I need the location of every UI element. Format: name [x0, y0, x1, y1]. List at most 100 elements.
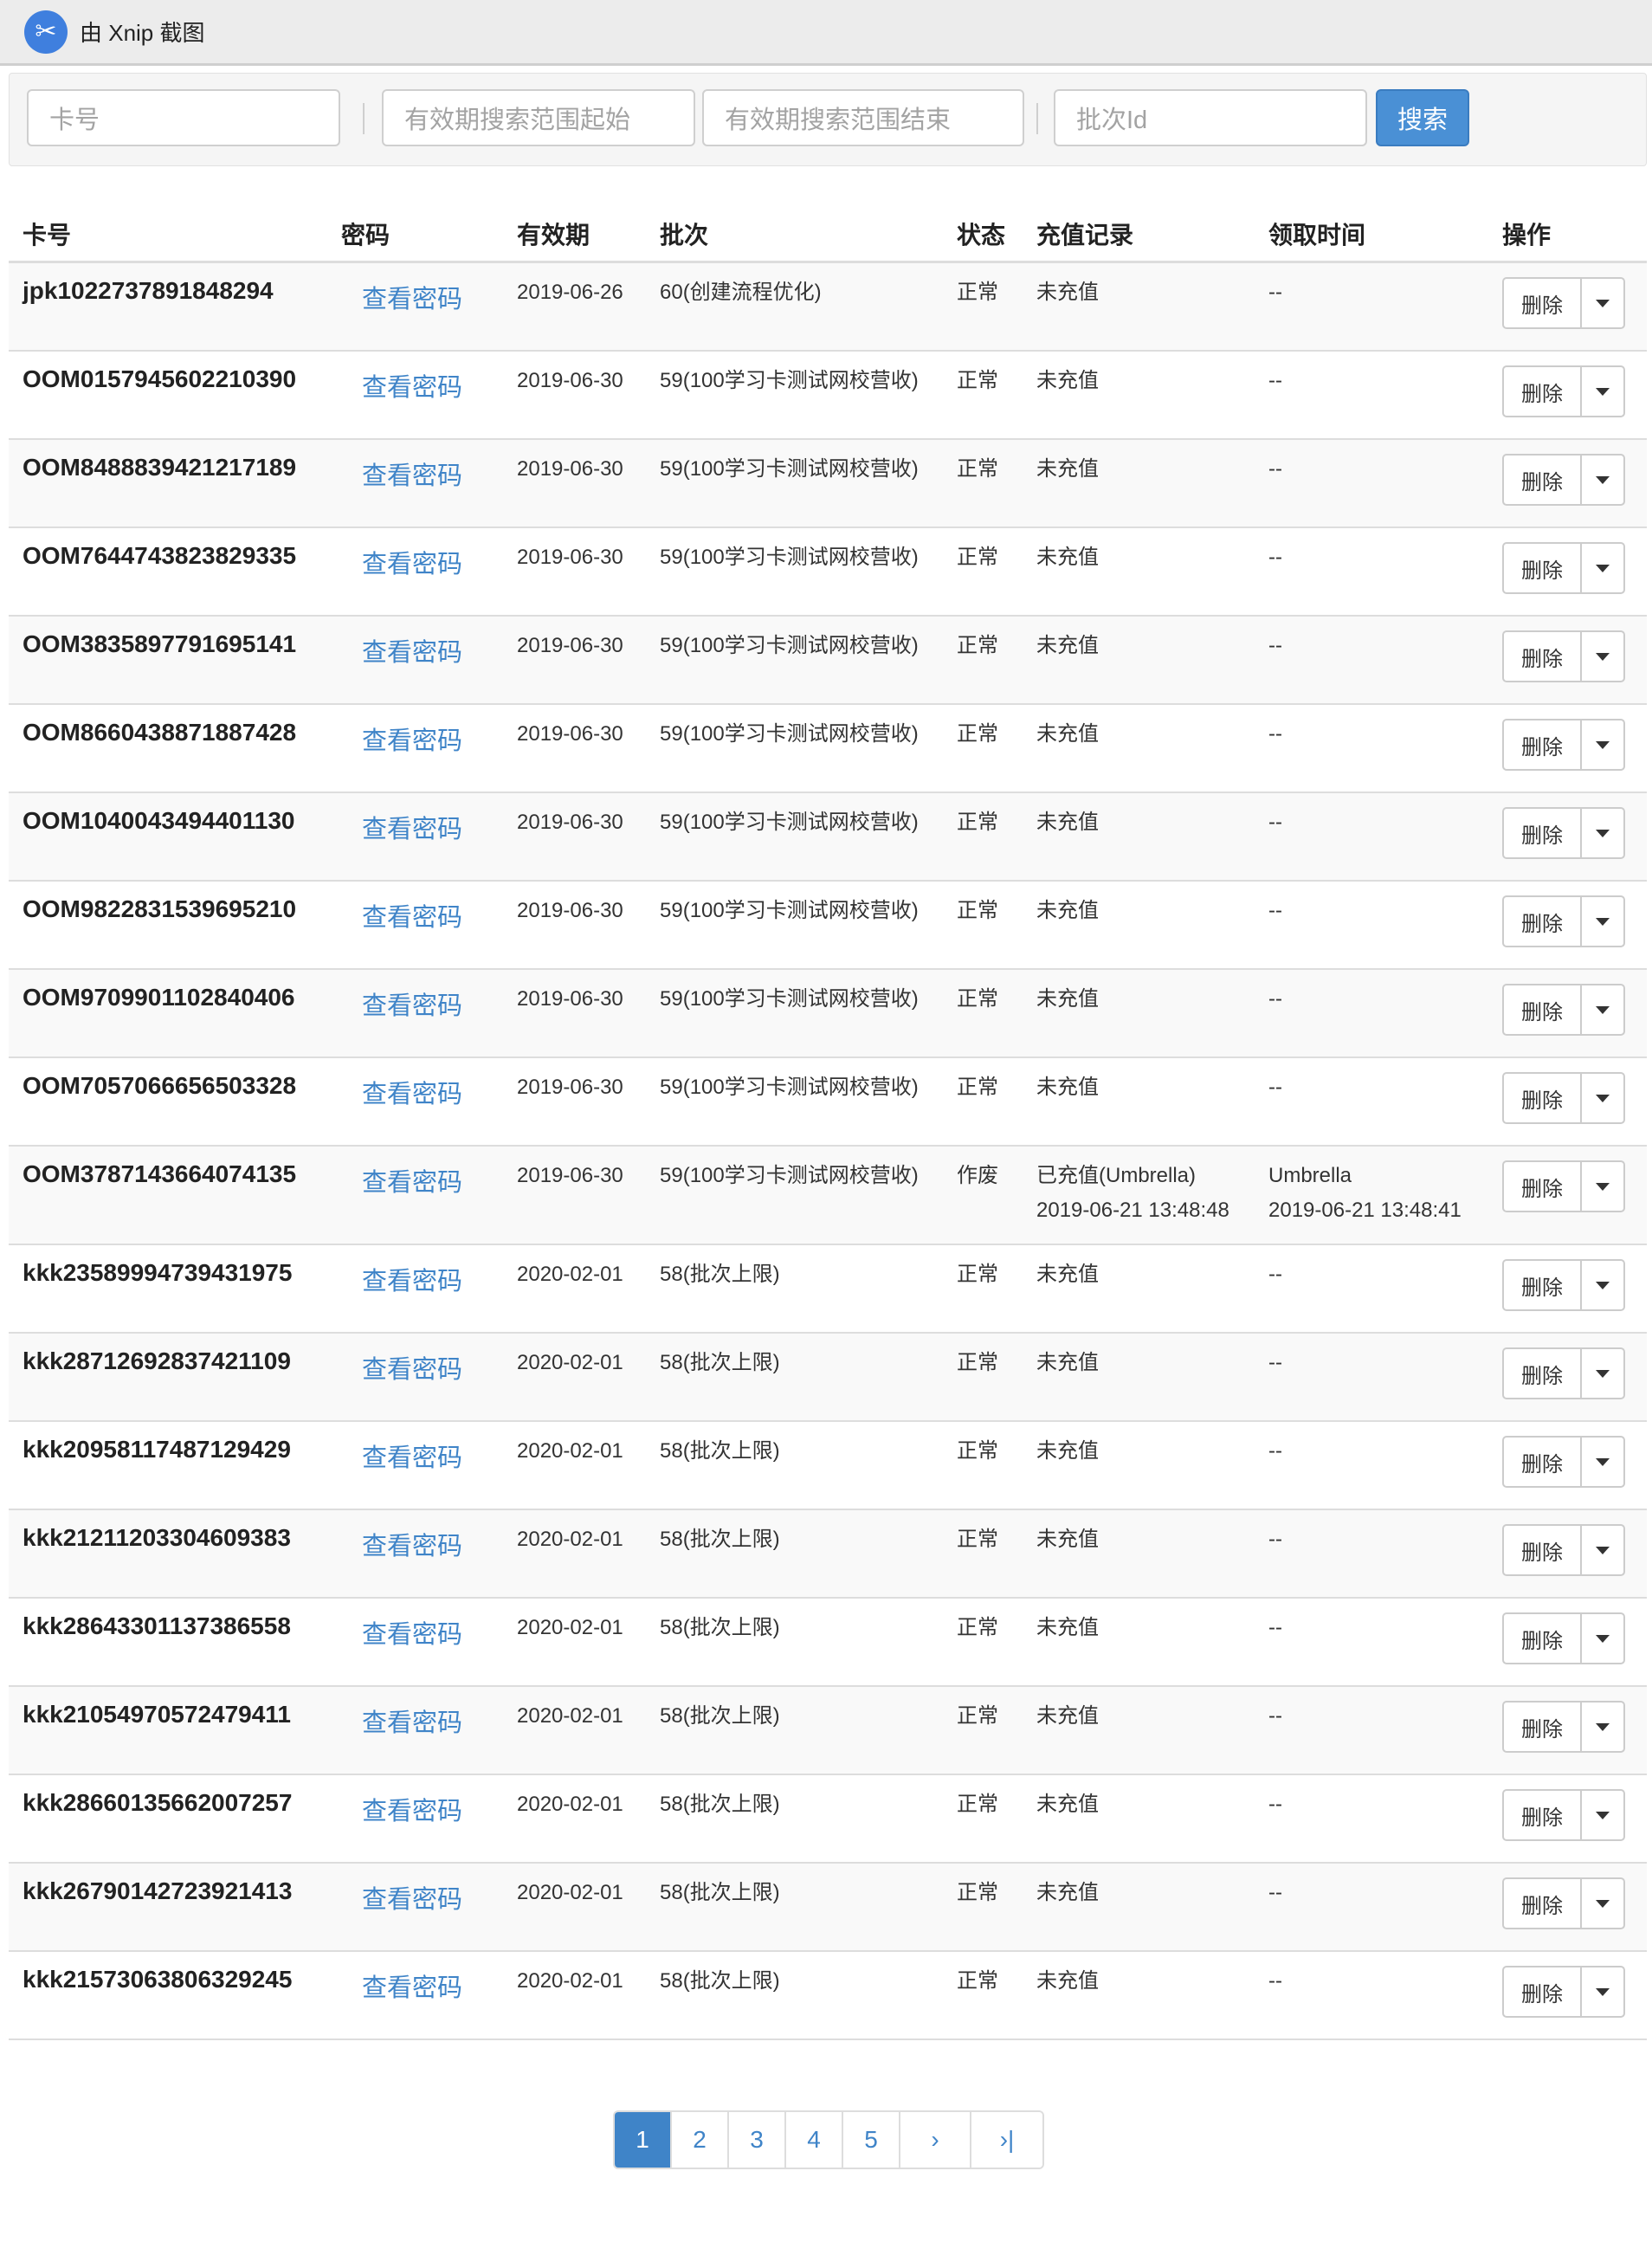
caret-down-icon [1596, 1369, 1610, 1378]
dropdown-toggle-button[interactable] [1582, 720, 1623, 769]
dropdown-toggle-button[interactable] [1582, 1162, 1623, 1211]
delete-button[interactable]: 删除 [1504, 544, 1582, 592]
delete-button[interactable]: 删除 [1504, 809, 1582, 857]
last-page-button[interactable]: ›| [971, 2112, 1042, 2168]
delete-button[interactable]: 删除 [1504, 897, 1582, 946]
view-password-link[interactable]: 查看密码 [362, 551, 463, 578]
view-password-link[interactable]: 查看密码 [362, 1533, 463, 1560]
row-action-group: 删除 [1502, 1072, 1625, 1124]
delete-button[interactable]: 删除 [1504, 1074, 1582, 1122]
dropdown-toggle-button[interactable] [1582, 456, 1623, 504]
delete-button[interactable]: 删除 [1504, 456, 1582, 504]
dropdown-toggle-button[interactable] [1582, 544, 1623, 592]
view-password-link[interactable]: 查看密码 [362, 286, 463, 313]
row-action-group: 删除 [1502, 454, 1625, 506]
row-divider [9, 1950, 1647, 1952]
view-password-link[interactable]: 查看密码 [362, 1444, 463, 1472]
charge-record: 未充值 [1036, 987, 1099, 1011]
row-action-group: 删除 [1502, 807, 1625, 859]
delete-button[interactable]: 删除 [1504, 1614, 1582, 1663]
expiry-date: 2020-02-01 [517, 1704, 623, 1728]
received-by: -- [1268, 1528, 1282, 1551]
view-password-link[interactable]: 查看密码 [362, 462, 463, 490]
view-password-link[interactable]: 查看密码 [362, 1886, 463, 1914]
page-1-button[interactable]: 1 [615, 2112, 672, 2168]
expiry-date: 2019-06-30 [517, 899, 623, 922]
dropdown-toggle-button[interactable] [1582, 1703, 1623, 1751]
view-password-link[interactable]: 查看密码 [362, 727, 463, 755]
delete-button[interactable]: 删除 [1504, 279, 1582, 327]
caret-down-icon [1596, 1281, 1610, 1289]
table-row: kkk20958117487129429 查看密码 2020-02-01 58(批次上… [9, 1422, 1647, 1510]
delete-button[interactable]: 删除 [1504, 1703, 1582, 1751]
card-number: OOM0157945602210390 [23, 365, 297, 392]
view-password-link[interactable]: 查看密码 [362, 904, 463, 932]
dropdown-toggle-button[interactable] [1582, 1791, 1623, 1839]
page-4-button[interactable]: 4 [786, 2112, 843, 2168]
delete-button[interactable]: 删除 [1504, 1438, 1582, 1486]
view-password-link[interactable]: 查看密码 [362, 1709, 463, 1737]
received-by: -- [1268, 457, 1282, 481]
expiry-end-input[interactable]: 有效期搜索范围结束 [702, 89, 1024, 146]
expiry-date: 2020-02-01 [517, 1793, 623, 1816]
delete-button[interactable]: 删除 [1504, 1967, 1582, 2016]
view-password-link[interactable]: 查看密码 [362, 816, 463, 843]
batch-id-input[interactable]: 批次Id [1054, 89, 1367, 146]
batch-name: 58(批次上限) [660, 1881, 780, 1904]
next-page-button[interactable]: › [900, 2112, 971, 2168]
delete-button[interactable]: 删除 [1504, 1162, 1582, 1211]
dropdown-toggle-button[interactable] [1582, 1074, 1623, 1122]
row-action-group: 删除 [1502, 277, 1625, 329]
dropdown-toggle-button[interactable] [1582, 1614, 1623, 1663]
caret-down-icon [1596, 1457, 1610, 1466]
dropdown-toggle-button[interactable] [1582, 809, 1623, 857]
delete-button[interactable]: 删除 [1504, 1879, 1582, 1928]
search-button[interactable]: 搜索 [1376, 89, 1469, 146]
delete-button[interactable]: 删除 [1504, 720, 1582, 769]
view-password-link[interactable]: 查看密码 [362, 1974, 463, 2002]
batch-name: 59(100学习卡测试网校营收) [660, 546, 919, 569]
view-password-link[interactable]: 查看密码 [362, 1169, 463, 1197]
delete-button[interactable]: 删除 [1504, 1526, 1582, 1574]
delete-button[interactable]: 删除 [1504, 1349, 1582, 1398]
dropdown-toggle-button[interactable] [1582, 1526, 1623, 1574]
card-number-input[interactable]: 卡号 [27, 89, 340, 146]
dropdown-toggle-button[interactable] [1582, 1967, 1623, 2016]
dropdown-toggle-button[interactable] [1582, 1349, 1623, 1398]
dropdown-toggle-button[interactable] [1582, 1261, 1623, 1309]
dropdown-toggle-button[interactable] [1582, 1879, 1623, 1928]
caret-down-icon [1596, 475, 1610, 484]
card-number: kkk28712692837421109 [23, 1347, 291, 1374]
batch-name: 58(批次上限) [660, 1969, 780, 1993]
dropdown-toggle-button[interactable] [1582, 367, 1623, 416]
delete-button[interactable]: 删除 [1504, 367, 1582, 416]
page-3-button[interactable]: 3 [729, 2112, 786, 2168]
delete-button[interactable]: 删除 [1504, 985, 1582, 1034]
delete-button[interactable]: 删除 [1504, 632, 1582, 681]
status-text: 正常 [957, 811, 998, 834]
received-by: -- [1268, 546, 1282, 569]
page-5-button[interactable]: 5 [843, 2112, 900, 2168]
table-row: OOM8660438871887428 查看密码 2019-06-30 59(100学… [9, 705, 1647, 793]
dropdown-toggle-button[interactable] [1582, 897, 1623, 946]
view-password-link[interactable]: 查看密码 [362, 1798, 463, 1825]
view-password-link[interactable]: 查看密码 [362, 374, 463, 402]
header-actions: 操作 [1502, 222, 1552, 249]
view-password-link[interactable]: 查看密码 [362, 1621, 463, 1649]
dropdown-toggle-button[interactable] [1582, 985, 1623, 1034]
expiry-date: 2019-06-30 [517, 457, 623, 481]
expiry-start-input[interactable]: 有效期搜索范围起始 [382, 89, 695, 146]
view-password-link[interactable]: 查看密码 [362, 1356, 463, 1384]
dropdown-toggle-button[interactable] [1582, 1438, 1623, 1486]
delete-button[interactable]: 删除 [1504, 1791, 1582, 1839]
view-password-link[interactable]: 查看密码 [362, 1081, 463, 1108]
view-password-link[interactable]: 查看密码 [362, 992, 463, 1020]
view-password-link[interactable]: 查看密码 [362, 639, 463, 667]
dropdown-toggle-button[interactable] [1582, 632, 1623, 681]
expiry-date: 2019-06-30 [517, 987, 623, 1011]
dropdown-toggle-button[interactable] [1582, 279, 1623, 327]
table-row: kkk21573063806329245 查看密码 2020-02-01 58(批次上… [9, 1952, 1647, 2040]
delete-button[interactable]: 删除 [1504, 1261, 1582, 1309]
view-password-link[interactable]: 查看密码 [362, 1268, 463, 1295]
page-2-button[interactable]: 2 [672, 2112, 729, 2168]
